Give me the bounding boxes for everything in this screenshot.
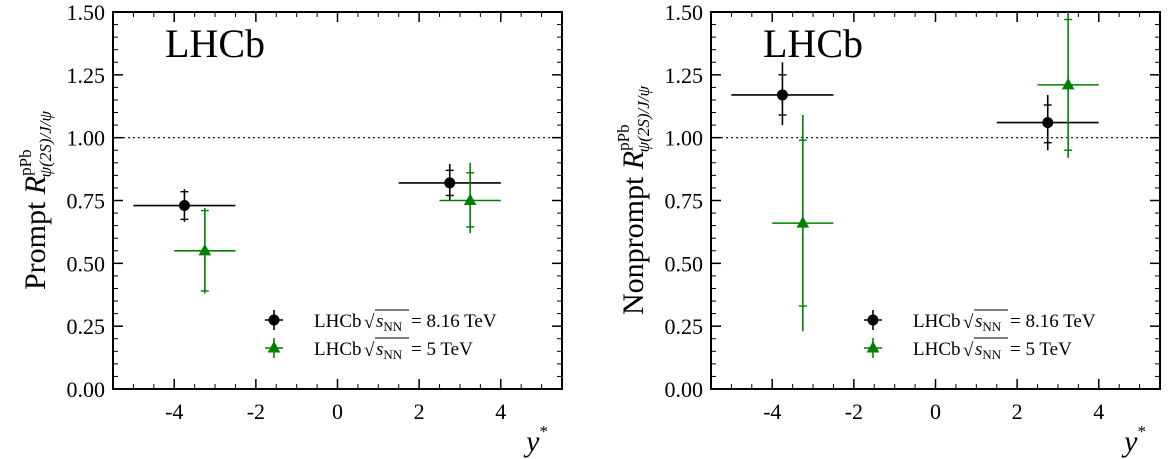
legend-snn: sNN [975,339,1002,362]
y-tick-label: 1.00 [665,126,704,151]
series-1-point-2-marker [1042,117,1054,129]
plot-frame [710,11,1161,390]
legend-prefix: LHCb [314,311,362,332]
y-tick-label: 0.00 [665,377,704,402]
y-axis-label: Nonprompt RpPbψ(2S)/J/ψ [614,86,653,315]
y-tick-label: 1.50 [67,0,106,25]
y-tick-label: 0.00 [67,377,106,402]
legend-sqrt-symbol: √ [963,340,974,361]
x-tick-label: 0 [332,399,343,424]
y-tick-label: 0.50 [67,251,106,276]
legend-snn: sNN [975,311,1002,334]
x-tick-label: 4 [1093,399,1104,424]
lhcb-logo: LHCb [763,21,863,66]
x-tick-label: 2 [414,399,425,424]
lhcb-logo: LHCb [165,21,265,66]
legend-sqrt-symbol: √ [963,312,974,333]
legend-sqrt-symbol: √ [364,312,375,333]
y-tick-label: 1.00 [67,126,106,151]
series-2 [174,162,501,294]
x-tick-label: -2 [247,399,265,424]
legend-prefix: LHCb [913,339,961,360]
y-tick-label: 0.25 [665,314,704,339]
y-tick-label: 0.25 [67,314,106,339]
y-tick-label: 0.75 [67,189,106,214]
series-2-point-1-marker [796,216,810,228]
series-2-point-1-marker [198,243,212,256]
y-tick-label: 1.25 [665,63,704,88]
x-axis-label: y* [523,422,548,458]
y-tick-label: 1.25 [67,63,106,88]
chart-panel-1: 0.00 0.25 0.50 0.75 1.00 1.25 1.50 -4 -2 0 2 4 LHCb P… [16,0,563,458]
chart-panel-2: 0.00 0.25 0.50 0.75 1.00 1.25 1.50 -4 -2 0 2 4 LHCb N… [614,0,1161,458]
legend-snn: sNN [376,311,403,334]
x-tick-label: -4 [763,399,781,424]
series-2 [772,12,1099,332]
x-tick-label: 0 [930,399,941,424]
legend-marker [866,341,880,353]
legend: LHCb √ sNN = 8.16 TeV LHCb √ sNN = 5 TeV [864,309,1096,362]
y-tick-label: 1.50 [665,0,704,25]
series-1-point-1-marker [178,200,190,212]
series-1 [731,62,1099,151]
legend-energy: = 5 TeV [411,339,473,360]
legend-marker [867,314,879,326]
series-1 [133,164,501,222]
legend-energy: = 8.16 TeV [411,311,497,332]
series-2-point-2-marker [1061,77,1075,90]
x-tick-label: -2 [845,399,863,424]
series-1-point-2-marker [444,177,456,189]
x-axis-label: y* [1121,422,1146,458]
legend-prefix: LHCb [314,339,362,360]
series-1-point-1-marker [776,89,788,101]
x-tick-label: 4 [495,399,506,424]
legend: LHCb √ sNN = 8.16 TeV LHCb √ sNN = 5 TeV [265,309,497,362]
legend-energy: = 5 TeV [1010,339,1072,360]
legend-snn: sNN [376,339,403,362]
legend-prefix: LHCb [913,311,961,332]
series-2-point-2-marker [463,193,477,206]
legend-marker [268,314,280,326]
legend-marker [267,341,281,353]
x-tick-label: -4 [165,399,183,424]
x-tick-label: 2 [1012,399,1023,424]
y-tick-label: 0.50 [665,251,704,276]
legend-energy: = 8.16 TeV [1010,311,1096,332]
y-tick-label: 0.75 [665,189,704,214]
legend-sqrt-symbol: √ [364,340,375,361]
y-axis-label: Prompt RpPbψ(2S)/J/ψ [16,111,55,291]
